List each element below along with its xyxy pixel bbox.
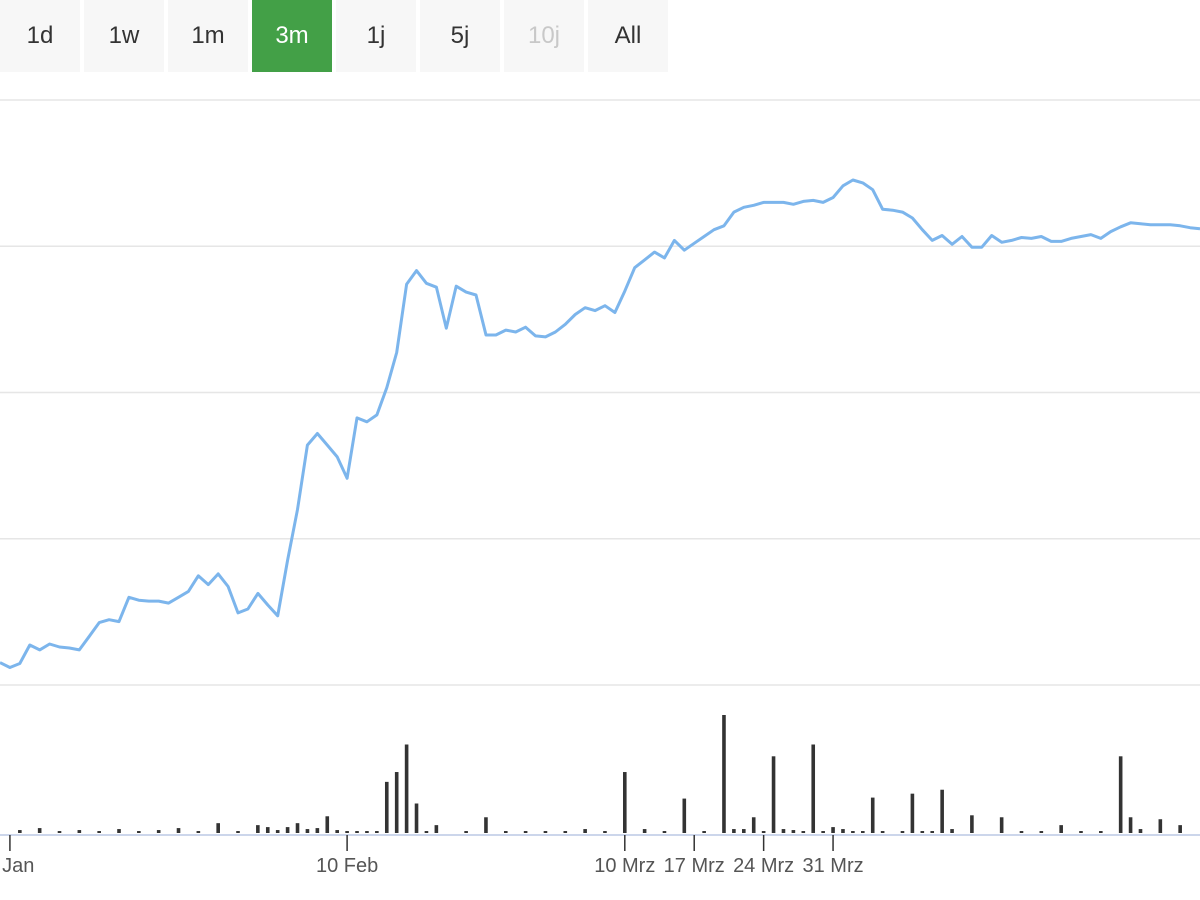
volume-bar <box>37 828 42 833</box>
volume-bar <box>295 823 300 833</box>
x-tick-label: 24 Mrz <box>733 855 794 877</box>
volume-bar <box>722 715 726 833</box>
range-tab-5j[interactable]: 5j <box>420 0 500 72</box>
volume-bar <box>285 827 290 833</box>
volume-bar <box>176 828 181 833</box>
volume-bar <box>1178 825 1182 833</box>
volume-bar <box>920 831 925 833</box>
volume-bar <box>870 797 875 833</box>
volume-bar <box>196 831 201 833</box>
volume-bar <box>930 831 935 833</box>
volume-bar <box>761 831 766 833</box>
volume-bar <box>503 831 508 833</box>
volume-bar <box>523 831 528 833</box>
volume-bar <box>811 744 816 833</box>
volume-bar <box>861 831 865 833</box>
volume-bars <box>18 715 1182 833</box>
x-tick-label: 6 Jan <box>0 855 34 877</box>
volume-bar <box>900 831 905 833</box>
volume-bar <box>543 831 548 833</box>
range-tab-1m[interactable]: 1m <box>168 0 248 72</box>
volume-bar <box>414 803 419 833</box>
volume-bar <box>1019 831 1024 833</box>
volume-bar <box>563 831 568 833</box>
volume-bar <box>434 825 439 833</box>
volume-bar <box>771 756 776 833</box>
range-tab-10j: 10j <box>504 0 584 72</box>
volume-bar <box>682 798 687 833</box>
volume-bar <box>751 817 756 833</box>
volume-bar <box>315 828 320 833</box>
range-tab-1w[interactable]: 1w <box>84 0 164 72</box>
volume-bar <box>137 831 141 833</box>
volume-bar <box>583 829 587 833</box>
volume-bar <box>325 816 330 833</box>
volume-bar <box>394 772 399 833</box>
range-tab-all[interactable]: All <box>588 0 668 72</box>
volume-bar <box>275 830 280 833</box>
volume-bar <box>484 817 488 833</box>
volume-bar <box>702 831 706 833</box>
volume-bar <box>345 831 349 833</box>
volume-bar <box>404 744 409 833</box>
volume-bar <box>1138 829 1143 833</box>
volume-bar <box>216 823 220 833</box>
price-line <box>0 178 1200 669</box>
volume-bar <box>950 829 954 833</box>
volume-bar <box>880 831 885 833</box>
volume-bar <box>662 831 667 833</box>
volume-bar <box>305 829 310 833</box>
volume-bar <box>355 831 359 833</box>
volume-bar <box>940 789 944 833</box>
volume-bar <box>603 831 607 833</box>
volume-bar <box>1039 831 1044 833</box>
volume-bar <box>841 829 845 833</box>
volume-bar <box>424 831 429 833</box>
range-tab-1d[interactable]: 1d <box>0 0 80 72</box>
range-tab-1j[interactable]: 1j <box>336 0 416 72</box>
volume-bar <box>851 831 855 833</box>
volume-bar <box>1118 756 1123 833</box>
volume-bar <box>970 815 974 833</box>
x-tick-label: 10 Feb <box>316 855 378 877</box>
volume-bar <box>156 830 161 833</box>
volume-bar <box>910 793 915 833</box>
volume-bar <box>1079 831 1083 833</box>
volume-bar <box>831 827 835 833</box>
volume-bar <box>384 781 389 833</box>
volume-bar <box>1158 819 1163 833</box>
volume-bar <box>464 831 468 833</box>
volume-bar <box>97 831 101 833</box>
volume-bar <box>335 830 339 833</box>
volume-bar <box>732 829 736 833</box>
volume-bar <box>642 829 647 833</box>
volume-bar <box>622 772 627 833</box>
volume-bar <box>1059 825 1063 833</box>
volume-bar <box>999 817 1004 833</box>
volume-bar <box>801 831 806 833</box>
range-tab-3m[interactable]: 3m <box>252 0 332 72</box>
volume-bar <box>117 829 121 833</box>
volume-bar <box>57 831 62 833</box>
volume-bar <box>375 831 379 833</box>
volume-bar <box>781 829 786 833</box>
x-tick-label: 17 Mrz <box>664 855 725 877</box>
x-tick-label: 31 Mrz <box>802 855 863 877</box>
volume-bar <box>18 830 22 833</box>
range-selector: 1d 1w 1m 3m 1j 5j 10j All <box>0 0 668 72</box>
volume-bar <box>256 825 260 833</box>
x-axis: 6 Jan 10 Feb 10 Mrz 17 Mrz 24 Mrz 31 Mrz <box>0 834 1200 877</box>
gridlines <box>0 99 1200 686</box>
volume-bar <box>821 831 825 833</box>
x-tick-label: 10 Mrz <box>594 855 655 877</box>
volume-bar <box>236 831 240 833</box>
volume-bar <box>1099 831 1103 833</box>
volume-bar <box>365 831 369 833</box>
volume-bar <box>791 830 796 833</box>
volume-bar <box>1128 817 1133 833</box>
volume-bar <box>77 830 82 833</box>
volume-bar <box>265 827 270 833</box>
volume-bar <box>742 829 746 833</box>
